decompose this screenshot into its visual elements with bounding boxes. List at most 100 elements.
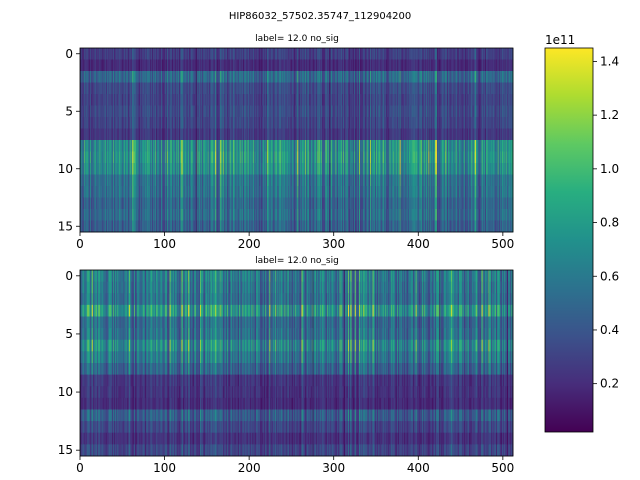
heatmap-cell bbox=[103, 117, 105, 129]
heatmap-cell bbox=[381, 48, 384, 60]
heatmap-cell bbox=[466, 105, 468, 118]
heatmap-cell bbox=[313, 117, 315, 129]
heatmap-cell bbox=[202, 82, 204, 95]
heatmap-cell bbox=[401, 71, 403, 83]
heatmap-cell bbox=[144, 105, 146, 118]
heatmap-cell bbox=[433, 59, 435, 72]
heatmap-cell bbox=[173, 71, 175, 83]
heatmap-cell bbox=[329, 48, 331, 60]
heatmap-cell bbox=[201, 71, 203, 83]
heatmap-cell bbox=[225, 117, 227, 129]
heatmap-cell bbox=[459, 71, 461, 83]
heatmap-cell bbox=[336, 94, 338, 106]
heatmap-cell bbox=[423, 94, 425, 106]
heatmap-cell bbox=[476, 140, 478, 152]
heatmap-cell bbox=[371, 151, 373, 164]
heatmap-cell bbox=[187, 128, 189, 141]
heatmap-cell bbox=[141, 117, 143, 129]
heatmap-cell bbox=[376, 105, 378, 118]
heatmap-cell bbox=[303, 151, 305, 164]
heatmap-cell bbox=[336, 82, 338, 95]
heatmap-cell bbox=[199, 71, 201, 83]
heatmap-cell bbox=[140, 48, 143, 60]
heatmap-cell bbox=[271, 117, 274, 129]
heatmap-cell bbox=[197, 128, 199, 141]
heatmap-cell bbox=[217, 140, 220, 152]
heatmap-cell bbox=[310, 71, 313, 83]
heatmap-cell bbox=[181, 128, 183, 141]
heatmap-cell bbox=[444, 71, 446, 83]
heatmap-cell bbox=[123, 117, 126, 129]
heatmap-cell bbox=[399, 48, 401, 60]
heatmap-cell bbox=[174, 140, 176, 152]
heatmap-cell bbox=[122, 59, 124, 72]
heatmap-cell bbox=[91, 128, 94, 141]
heatmap-cell bbox=[137, 128, 139, 141]
heatmap-cell bbox=[414, 59, 416, 72]
heatmap-cell bbox=[385, 151, 387, 164]
heatmap-cell bbox=[275, 71, 277, 83]
heatmap-cell bbox=[85, 82, 87, 95]
heatmap-cell bbox=[419, 82, 421, 95]
heatmap-cell bbox=[93, 105, 95, 118]
heatmap-cell bbox=[273, 105, 275, 118]
heatmap-cell bbox=[479, 48, 481, 60]
heatmap-cell bbox=[368, 48, 370, 60]
heatmap-cell bbox=[453, 59, 455, 72]
heatmap-cell bbox=[156, 94, 159, 106]
heatmap-cell bbox=[460, 117, 462, 129]
heatmap-cell bbox=[508, 128, 510, 141]
heatmap-cell bbox=[224, 140, 226, 152]
heatmap-cell bbox=[469, 117, 471, 129]
heatmap-cell bbox=[383, 71, 385, 83]
heatmap-cell bbox=[475, 71, 477, 83]
heatmap-cell bbox=[184, 59, 186, 72]
heatmap-cell bbox=[237, 94, 239, 106]
heatmap-cell bbox=[224, 151, 226, 164]
heatmap-cell bbox=[415, 128, 417, 141]
heatmap-cell bbox=[167, 71, 169, 83]
heatmap-cell bbox=[179, 128, 181, 141]
heatmap-cell bbox=[260, 82, 263, 95]
heatmap-cell bbox=[213, 140, 215, 152]
heatmap-cell bbox=[344, 48, 346, 60]
heatmap-cell bbox=[271, 117, 273, 129]
heatmap-cell bbox=[266, 59, 269, 72]
heatmap-cell bbox=[110, 82, 112, 95]
heatmap-cell bbox=[145, 105, 148, 118]
heatmap-cell bbox=[316, 48, 318, 60]
heatmap-cell bbox=[370, 117, 373, 129]
heatmap-cell bbox=[276, 151, 278, 164]
heatmap-cell bbox=[445, 128, 447, 141]
heatmap-cell bbox=[461, 59, 463, 72]
heatmap-cell bbox=[494, 117, 496, 129]
heatmap-cell bbox=[413, 48, 415, 60]
heatmap-cell bbox=[359, 59, 362, 72]
heatmap-cell bbox=[397, 82, 400, 95]
heatmap-cell bbox=[195, 59, 198, 72]
heatmap-cell bbox=[332, 59, 334, 72]
heatmap-cell bbox=[507, 117, 510, 129]
heatmap-cell bbox=[170, 117, 172, 129]
heatmap-cell bbox=[119, 117, 121, 129]
heatmap-cell bbox=[283, 140, 286, 152]
heatmap-cell bbox=[393, 117, 395, 129]
heatmap-cell bbox=[359, 117, 362, 129]
heatmap-cell bbox=[460, 82, 462, 95]
heatmap-cell bbox=[138, 59, 140, 72]
heatmap-cell bbox=[255, 71, 257, 83]
heatmap-cell bbox=[273, 82, 275, 95]
heatmap-cell bbox=[80, 71, 83, 83]
heatmap-cell bbox=[348, 140, 350, 152]
heatmap-cell bbox=[429, 82, 431, 95]
heatmap-cell bbox=[115, 128, 117, 141]
heatmap-cell bbox=[183, 151, 185, 164]
heatmap-cell bbox=[276, 71, 278, 83]
heatmap-cell bbox=[195, 71, 198, 83]
heatmap-cell bbox=[433, 128, 435, 141]
heatmap-cell bbox=[359, 117, 361, 129]
heatmap-cell bbox=[300, 94, 302, 106]
heatmap-cell bbox=[420, 59, 423, 72]
heatmap-cell bbox=[443, 94, 445, 106]
heatmap-cell bbox=[444, 48, 446, 60]
